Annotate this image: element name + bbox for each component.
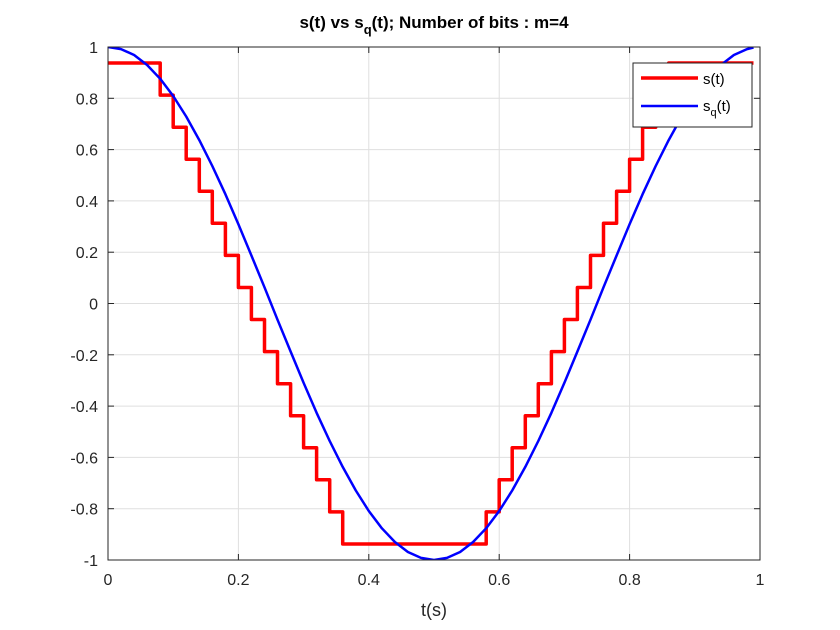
chart-title: s(t) vs sq(t); Number of bits : m=4 <box>299 13 569 37</box>
x-tick-label: 0.8 <box>618 572 640 589</box>
x-axis-label: t(s) <box>421 600 447 620</box>
y-tick-label: 0.2 <box>76 245 98 262</box>
y-tick-label: -0.2 <box>70 348 98 365</box>
y-tick-label: -0.6 <box>70 450 98 467</box>
legend-label-sq: sq(t) <box>703 98 731 119</box>
y-tick-label: 0.4 <box>76 194 98 211</box>
y-tick-label: -0.4 <box>70 399 98 416</box>
x-tick-label: 0 <box>104 572 113 589</box>
y-tick-label: -1 <box>84 553 98 570</box>
tick-labels: 0 0.2 0.4 0.6 0.8 1 1 0.8 0.6 0.4 0.2 0 -0.2 -0.4 -0.6… <box>70 40 764 589</box>
y-tick-label: 1 <box>89 40 98 57</box>
x-tick-label: 1 <box>756 572 765 589</box>
y-tick-label: 0.6 <box>76 143 98 160</box>
grid <box>107 46 761 561</box>
legend-label-s: s(t) <box>703 71 725 88</box>
x-tick-label: 0.2 <box>227 572 249 589</box>
x-tick-label: 0.6 <box>488 572 510 589</box>
series-line-s <box>108 61 754 546</box>
y-tick-label: 0 <box>89 297 98 314</box>
series-line-sq <box>108 47 754 560</box>
x-tick-label: 0.4 <box>358 572 380 589</box>
y-tick-label: -0.8 <box>70 502 98 519</box>
y-tick-label: 0.8 <box>76 91 98 108</box>
series-group <box>108 47 754 560</box>
ticks <box>107 46 761 561</box>
legend: s(t) sq(t) <box>632 62 753 128</box>
legend-box <box>632 62 753 128</box>
